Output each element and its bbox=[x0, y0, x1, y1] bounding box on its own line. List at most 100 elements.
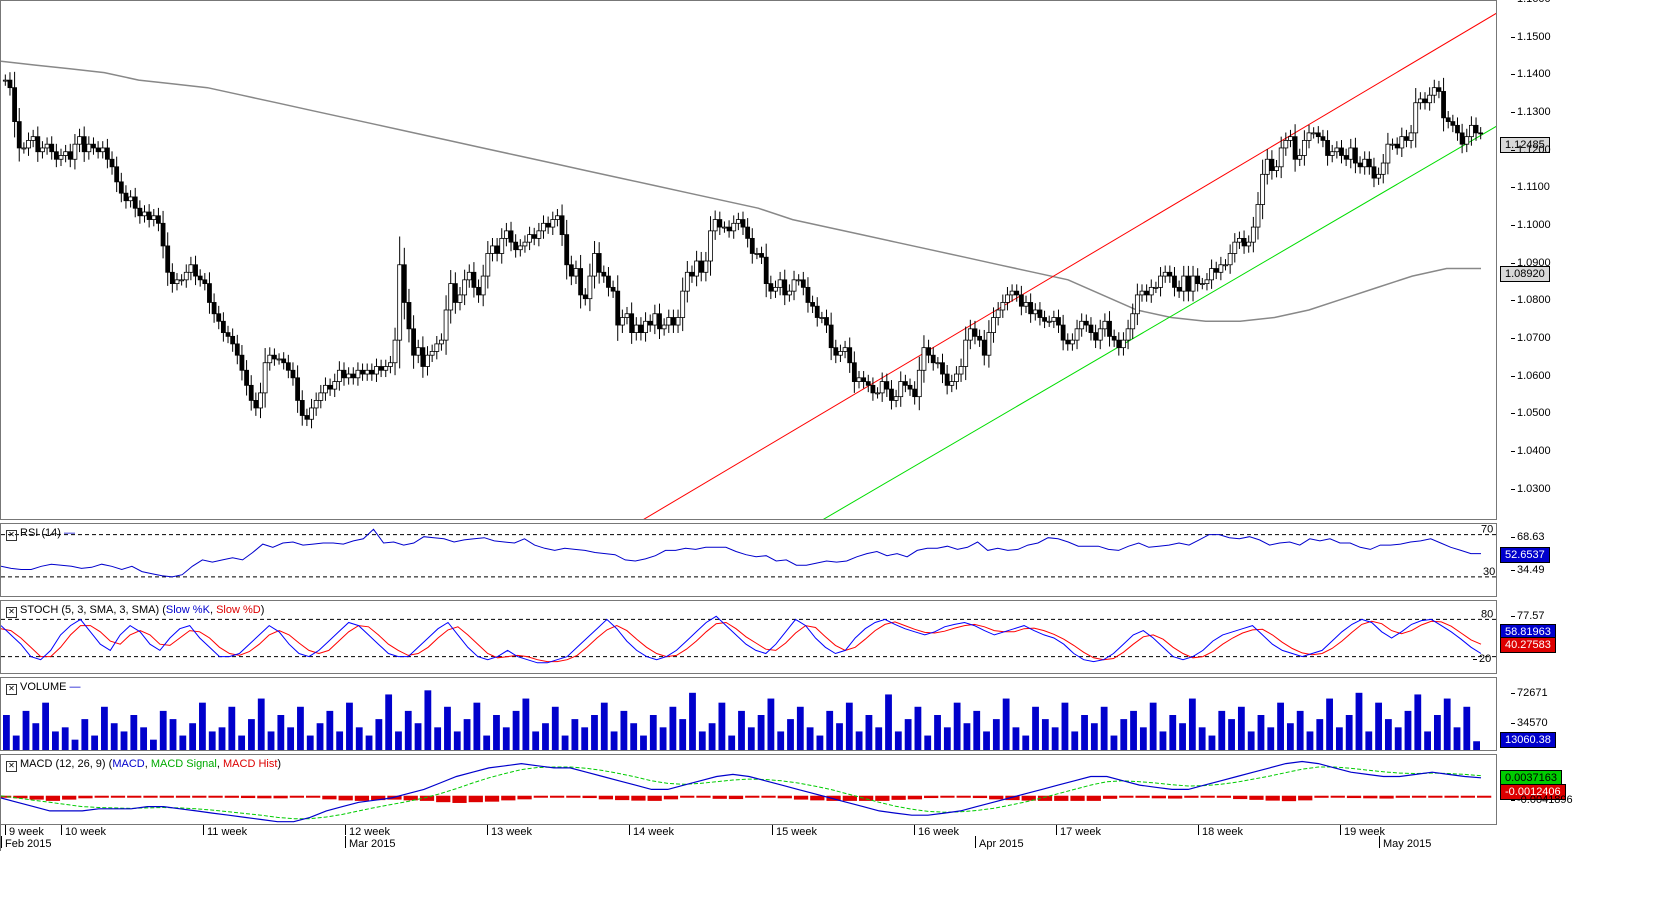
candle-body bbox=[336, 369, 342, 382]
candle-body bbox=[1431, 87, 1437, 96]
collapse-icon[interactable]: ✕ bbox=[6, 684, 17, 695]
price-axis: 1.12485 1.08920 1.1600 1.1500 1.1400 1.1300… bbox=[1497, 0, 1655, 520]
candle-body bbox=[828, 324, 834, 349]
rsi-pane[interactable]: 70 30 ✕ RSI (14) — bbox=[0, 523, 1497, 597]
volume-bar bbox=[1002, 698, 1010, 750]
candle-body bbox=[1283, 140, 1289, 149]
sma-price-tag: 1.08920 bbox=[1500, 266, 1550, 282]
candle-body bbox=[53, 151, 59, 160]
candle-body bbox=[926, 347, 931, 356]
price-tick: 1.0700 bbox=[1511, 332, 1551, 345]
price-pane[interactable] bbox=[0, 0, 1497, 520]
volume-axis: 72671 34570 13060.38 bbox=[1497, 677, 1655, 751]
price-tick: 1.1200 bbox=[1511, 143, 1551, 156]
candle-body bbox=[276, 358, 282, 361]
candle-body bbox=[183, 271, 189, 281]
macd-hist-bar bbox=[891, 795, 906, 800]
volume-pane[interactable]: ✕ VOLUME — bbox=[0, 677, 1497, 751]
rsi-line bbox=[1, 528, 1481, 578]
macd-hist-bar bbox=[1298, 795, 1313, 801]
volume-bar bbox=[1365, 731, 1373, 750]
volume-tick-1: 72671 bbox=[1511, 687, 1548, 699]
stoch-k-line bbox=[1, 615, 1482, 664]
volume-bar bbox=[1345, 715, 1353, 750]
candle-body bbox=[1357, 162, 1363, 168]
candle-body bbox=[1056, 317, 1061, 326]
candle-body bbox=[1083, 320, 1089, 326]
candle-body bbox=[100, 147, 106, 153]
candle-body bbox=[12, 87, 17, 122]
candle-body bbox=[146, 211, 152, 220]
volume-bar bbox=[1081, 715, 1088, 750]
macd-hist-bar bbox=[175, 795, 191, 798]
candle-body bbox=[1478, 132, 1484, 135]
volume-bar bbox=[1149, 702, 1157, 750]
macd-hist-bar bbox=[1102, 795, 1118, 799]
collapse-icon[interactable]: ✕ bbox=[6, 530, 17, 541]
macd-hist-bar bbox=[1119, 795, 1134, 798]
candle-body bbox=[1032, 309, 1038, 315]
macd-hist-bar bbox=[419, 795, 435, 801]
candle-body bbox=[629, 313, 635, 333]
collapse-icon[interactable]: ✕ bbox=[6, 761, 17, 772]
candle-body bbox=[44, 143, 50, 149]
candle-body bbox=[132, 196, 138, 209]
volume-bar bbox=[581, 727, 589, 750]
candle-body bbox=[601, 271, 607, 277]
candle-body bbox=[443, 309, 449, 341]
macd-hist-bar bbox=[1167, 795, 1183, 799]
volume-bar bbox=[238, 735, 246, 750]
rsi-70-label: 70 bbox=[1481, 524, 1493, 536]
macd-hist-bar bbox=[403, 795, 418, 801]
candle-body bbox=[541, 222, 546, 232]
candle-body bbox=[1366, 158, 1372, 168]
volume-bar bbox=[1394, 727, 1402, 750]
candle-body bbox=[1116, 339, 1122, 349]
candle-body bbox=[1264, 158, 1270, 175]
candle-body bbox=[768, 283, 774, 292]
volume-value-tag: 13060.38 bbox=[1500, 732, 1556, 748]
volume-bar bbox=[257, 698, 265, 750]
stoch-chart: 80 bbox=[1, 608, 1496, 664]
macd-hist-bar bbox=[989, 795, 1004, 800]
volume-bar bbox=[610, 731, 618, 750]
candle-body bbox=[898, 381, 904, 398]
volume-bar bbox=[865, 715, 873, 750]
candle-body bbox=[805, 286, 811, 303]
macd-hist-bar bbox=[1460, 795, 1475, 798]
candle-body bbox=[1315, 132, 1321, 138]
volume-bar bbox=[1267, 727, 1275, 750]
candle-body bbox=[420, 347, 426, 367]
candle-body bbox=[791, 279, 797, 292]
volume-bar bbox=[551, 706, 559, 750]
stoch-80-label: 80 bbox=[1481, 608, 1493, 620]
candle-body bbox=[559, 215, 565, 236]
macd-hist-bar bbox=[127, 795, 142, 798]
macd-hist-bar bbox=[110, 795, 126, 798]
price-tick: 1.1600 bbox=[1517, 0, 1551, 5]
candle-body bbox=[1459, 132, 1465, 145]
candle-body bbox=[466, 271, 472, 281]
volume-bar bbox=[277, 715, 285, 750]
candle-body bbox=[582, 294, 588, 300]
candle-body bbox=[940, 362, 945, 375]
candle-body bbox=[1125, 328, 1131, 341]
macd-hist-bar bbox=[696, 795, 711, 798]
candle-body bbox=[387, 362, 393, 367]
candle-body bbox=[545, 222, 551, 228]
candle-body bbox=[480, 275, 486, 296]
macd-hist-bar bbox=[1395, 795, 1410, 798]
macd-pane[interactable]: ✕ MACD (12, 26, 9) (MACD, MACD Signal, MA… bbox=[0, 754, 1497, 825]
week-label: 16 week bbox=[914, 825, 959, 838]
stoch-pane[interactable]: 80 ✕ STOCH (5, 3, SMA, 3, SMA) (Slow %K, … bbox=[0, 600, 1497, 674]
candle-body bbox=[624, 313, 630, 318]
volume-bar bbox=[1296, 710, 1304, 750]
collapse-icon[interactable]: ✕ bbox=[6, 607, 17, 618]
volume-bar bbox=[600, 702, 608, 750]
candle-body bbox=[202, 279, 208, 285]
macd-hist-bar bbox=[875, 795, 890, 801]
candle-body bbox=[499, 237, 505, 254]
candle-body bbox=[1028, 302, 1034, 315]
volume-label: ✕ VOLUME — bbox=[6, 681, 81, 695]
volume-bar bbox=[1414, 694, 1422, 750]
